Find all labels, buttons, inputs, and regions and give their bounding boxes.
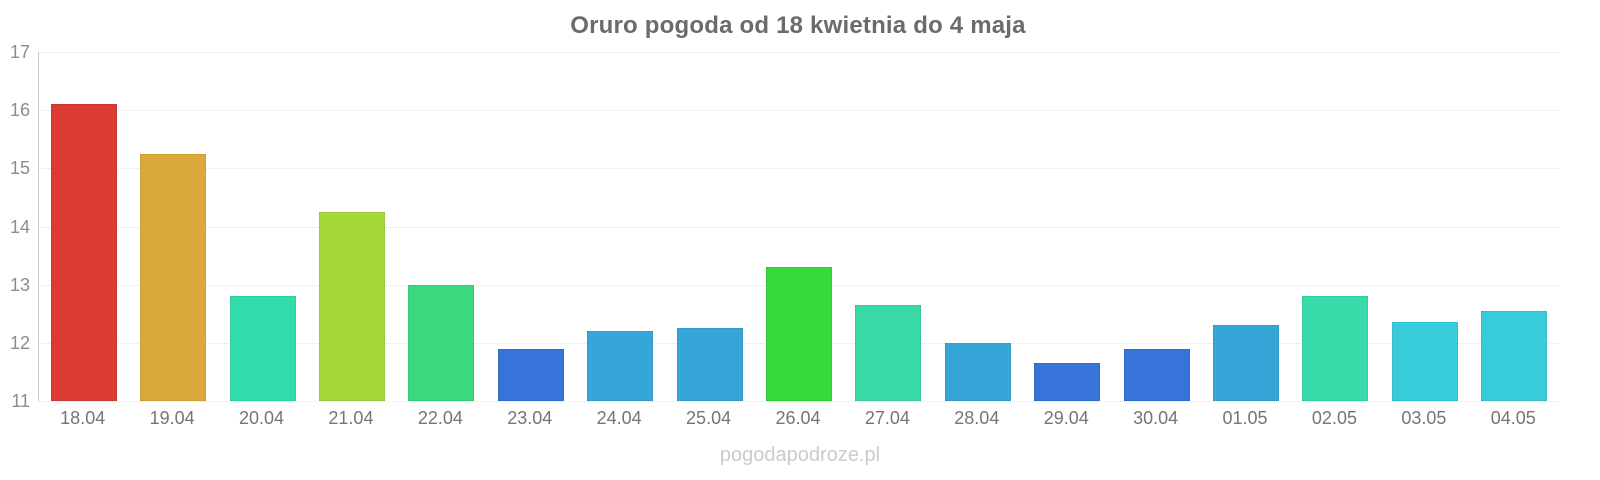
bar[interactable] xyxy=(229,296,296,401)
x-tick-label: 25.04 xyxy=(686,408,732,428)
bar[interactable] xyxy=(408,284,475,401)
x-tick-label: 18.04 xyxy=(60,408,106,428)
x-tick-label: 28.04 xyxy=(954,408,1000,428)
x-tick-label: 03.05 xyxy=(1401,408,1447,428)
x-tick-label: 30.04 xyxy=(1133,408,1179,428)
bar[interactable] xyxy=(1481,310,1548,401)
bar[interactable] xyxy=(50,104,117,401)
bar[interactable] xyxy=(676,328,743,401)
watermark: pogodapodroze.pl xyxy=(719,444,881,466)
gridline xyxy=(39,168,1559,170)
y-tick-label: 14 xyxy=(9,216,30,237)
x-tick-label: 01.05 xyxy=(1222,408,1268,428)
y-tick-label: 15 xyxy=(9,158,30,179)
x-tick-label: 04.05 xyxy=(1490,408,1536,428)
x-tick-label: 29.04 xyxy=(1043,408,1089,428)
bar[interactable] xyxy=(318,211,385,401)
gridline xyxy=(39,401,1559,402)
bar[interactable] xyxy=(1213,325,1280,401)
x-tick-label: 26.04 xyxy=(775,408,821,428)
bar[interactable] xyxy=(855,305,922,401)
x-tick-label: 02.05 xyxy=(1311,408,1357,428)
bar[interactable] xyxy=(1034,363,1101,401)
y-tick-label: 13 xyxy=(9,274,30,295)
x-tick-label: 21.04 xyxy=(328,408,374,428)
bar[interactable] xyxy=(587,331,654,401)
y-tick-label: 12 xyxy=(9,332,30,353)
y-tick-label: 11 xyxy=(11,391,30,411)
gridline xyxy=(39,110,1559,112)
bar[interactable] xyxy=(1302,296,1369,401)
gridline xyxy=(39,226,1559,228)
x-tick-label: 20.04 xyxy=(238,408,285,428)
bar[interactable] xyxy=(1391,322,1458,401)
plot-area xyxy=(38,52,1559,402)
gridline xyxy=(39,52,1559,53)
x-tick-label: 19.04 xyxy=(149,408,195,428)
chart-title: Oruro pogoda od 18 kwietnia do 4 maja xyxy=(570,12,1026,39)
x-tick-label: 27.04 xyxy=(864,408,910,428)
bar[interactable] xyxy=(497,348,564,401)
x-tick-label: 22.04 xyxy=(417,408,463,428)
bar[interactable] xyxy=(766,267,832,401)
bar[interactable] xyxy=(1123,348,1190,401)
bar[interactable] xyxy=(140,153,207,401)
y-tick-label: 16 xyxy=(9,100,30,121)
bar[interactable] xyxy=(944,342,1011,401)
y-tick-label: 17 xyxy=(9,42,30,62)
x-tick-label: 23.04 xyxy=(507,408,553,428)
x-tick-label: 24.04 xyxy=(596,408,642,428)
